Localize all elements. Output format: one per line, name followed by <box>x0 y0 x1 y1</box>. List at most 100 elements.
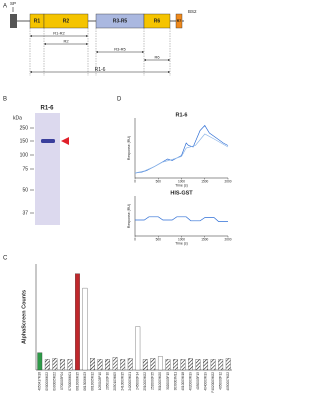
x-tick-label: 2000 <box>224 237 231 241</box>
domain-label: R1 <box>34 18 41 24</box>
bar <box>44 359 50 371</box>
bar <box>37 352 43 371</box>
x-tick-label: 0700005F04 <box>60 372 64 390</box>
bar <box>75 273 80 371</box>
bar <box>225 358 231 371</box>
plot-title: HIS-GST <box>170 190 193 196</box>
x-axis-label: Time (s) <box>175 183 188 187</box>
x-tick-label: 1500 <box>201 237 208 241</box>
x-tick-label: 500 <box>156 179 162 183</box>
gel <box>35 113 60 225</box>
construct-label: R6 <box>154 55 160 60</box>
band-arrow <box>61 137 69 145</box>
sensorgram <box>135 216 228 222</box>
domain-label: R3-R5 <box>113 18 128 24</box>
plot-title: R1-6 <box>176 112 188 118</box>
bar <box>112 357 118 371</box>
panel-label: B <box>3 97 7 103</box>
x-tick-label: 4030003F15 <box>196 372 200 390</box>
x-tick-label: 0900006M22 <box>45 372 49 391</box>
arrow-head <box>30 35 32 37</box>
x-tick-label: 0613006M15 <box>75 372 79 391</box>
construct-label: R3-R5 <box>114 47 126 52</box>
marker-label: 150 <box>20 138 29 144</box>
arrow-head <box>168 71 170 73</box>
panel-label: D <box>117 97 122 103</box>
x-tick-label: F4020003M22 <box>211 372 215 393</box>
x-tick-label: 4050007M22 <box>226 372 230 391</box>
x-tick-label: 3010003M20 <box>158 372 162 391</box>
arrow-head <box>142 51 144 53</box>
x-tick-label: 0700006M01 <box>68 372 72 391</box>
x-tick-label: 4020003M19 <box>188 372 192 391</box>
sp-label: SP <box>10 1 16 6</box>
arrow-head <box>96 51 98 53</box>
arrow-head <box>86 43 88 45</box>
sensorgram <box>134 133 229 174</box>
x-tick-label: 500 <box>156 237 162 241</box>
y-axis-label: Response (RU) <box>127 136 131 160</box>
bar <box>203 359 209 371</box>
arrow-head <box>44 43 46 45</box>
x-tick-label: 4050417M18 <box>38 372 42 391</box>
x-tick-label: 0613006M23 <box>83 372 87 391</box>
x-tick-label: 4040003M19 <box>203 372 207 391</box>
unit-label: kDa <box>13 115 22 121</box>
domain-label: R7 <box>177 19 182 23</box>
domain <box>175 13 183 29</box>
marker-label: 75 <box>22 166 28 172</box>
construct-label: R2 <box>63 39 69 44</box>
y-axis-label: Response (RU) <box>127 204 131 228</box>
bar <box>52 358 58 371</box>
bar <box>210 359 216 371</box>
bar <box>157 356 163 371</box>
construct-label: R1-R2 <box>53 31 65 36</box>
x-tick-label: 2450003F14 <box>136 372 140 390</box>
marker-label: 100 <box>20 152 29 158</box>
domain <box>143 13 171 29</box>
x-tick-label: 3030003M11 <box>173 372 177 391</box>
bar <box>165 359 171 371</box>
bar <box>195 359 201 371</box>
bar <box>173 359 178 371</box>
bar <box>150 358 156 371</box>
marker-label: 50 <box>22 187 28 193</box>
bs2-label: BS2 <box>188 9 197 14</box>
bar <box>120 359 126 371</box>
arrow-head <box>168 59 170 61</box>
arrow-head <box>144 59 146 61</box>
bar <box>59 359 65 371</box>
x-tick-label: 0613005M12 <box>90 372 94 391</box>
sp-box <box>10 14 17 28</box>
arrow-head <box>86 35 88 37</box>
marker-label: 250 <box>20 125 29 131</box>
bar <box>218 359 224 371</box>
bar <box>188 358 193 371</box>
x-axis-label: Time (s) <box>175 241 188 245</box>
bar <box>135 326 141 371</box>
bar <box>127 358 133 371</box>
bar <box>142 359 148 371</box>
x-tick-label: 2420003M21 <box>128 372 132 391</box>
bar <box>82 287 88 371</box>
x-tick-label: 1050103P10 <box>98 372 102 390</box>
gel-band <box>41 139 55 143</box>
sensorgram <box>134 124 229 174</box>
y-axis-label: AlphaScreen Counts <box>21 290 27 344</box>
x-tick-label: 2520003F25 <box>151 372 155 390</box>
x-tick-label: 2050103M05 <box>113 372 117 391</box>
domain <box>43 13 89 29</box>
x-tick-label: 2410003M15 <box>121 372 125 391</box>
bar <box>97 359 103 371</box>
bar <box>67 359 73 371</box>
panel-label: C <box>3 256 8 262</box>
domain-label: R2 <box>63 18 70 24</box>
figure: A SP BS2 B R1-6 kDa D C R1 R2 R3-R5 R6 R7 R1-… <box>3 1 232 393</box>
construct-label: R1-6 <box>95 67 106 73</box>
x-tick-label: 4050003F12 <box>219 372 223 390</box>
arrow-head <box>30 71 32 73</box>
x-tick-label: 0900005M22 <box>53 372 57 391</box>
x-tick-label: 1000 <box>178 237 185 241</box>
bar <box>180 359 186 371</box>
x-tick-label: 2000 <box>224 179 231 183</box>
